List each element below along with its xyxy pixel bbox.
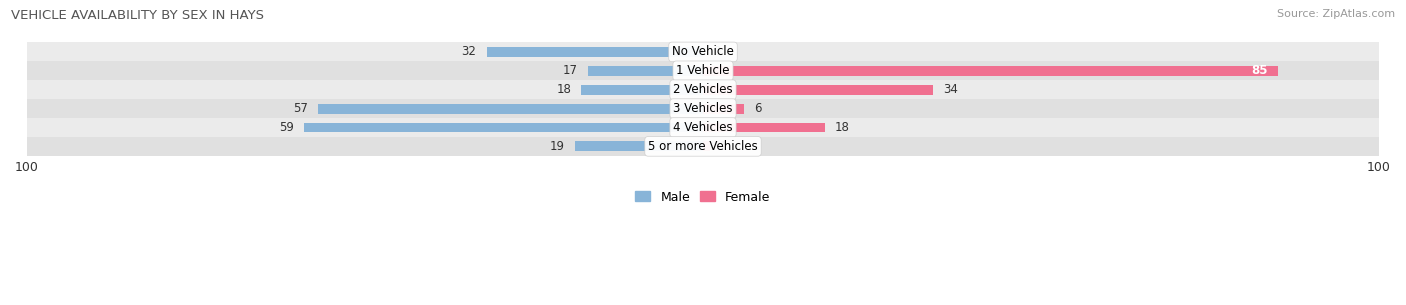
Text: 2 Vehicles: 2 Vehicles (673, 83, 733, 96)
Bar (703, 142, 710, 151)
Bar (703, 66, 1278, 76)
Text: 85: 85 (1251, 64, 1268, 77)
Text: VEHICLE AVAILABILITY BY SEX IN HAYS: VEHICLE AVAILABILITY BY SEX IN HAYS (11, 9, 264, 22)
Text: 18: 18 (557, 83, 571, 96)
Bar (703, 123, 825, 132)
Bar (27, 42, 1379, 61)
Text: Source: ZipAtlas.com: Source: ZipAtlas.com (1277, 9, 1395, 19)
Bar (581, 85, 703, 95)
Text: 1 Vehicle: 1 Vehicle (676, 64, 730, 77)
Bar (27, 118, 1379, 137)
Bar (27, 80, 1379, 99)
Text: 5 or more Vehicles: 5 or more Vehicles (648, 140, 758, 153)
Text: 18: 18 (835, 121, 849, 134)
Text: 1: 1 (720, 140, 727, 153)
Bar (575, 142, 703, 151)
Text: 32: 32 (461, 45, 477, 58)
Text: 4 Vehicles: 4 Vehicles (673, 121, 733, 134)
Text: 57: 57 (292, 102, 308, 115)
Text: 34: 34 (943, 83, 957, 96)
Bar (588, 66, 703, 76)
Bar (486, 47, 703, 57)
Bar (318, 104, 703, 113)
Bar (27, 61, 1379, 80)
Bar (27, 137, 1379, 156)
Legend: Male, Female: Male, Female (630, 185, 776, 209)
Text: 0: 0 (713, 45, 720, 58)
Text: 59: 59 (280, 121, 294, 134)
Text: 17: 17 (562, 64, 578, 77)
Text: 19: 19 (550, 140, 564, 153)
Bar (27, 99, 1379, 118)
Text: No Vehicle: No Vehicle (672, 45, 734, 58)
Text: 3 Vehicles: 3 Vehicles (673, 102, 733, 115)
Bar (703, 104, 744, 113)
Bar (703, 85, 932, 95)
Text: 6: 6 (754, 102, 761, 115)
Bar (304, 123, 703, 132)
